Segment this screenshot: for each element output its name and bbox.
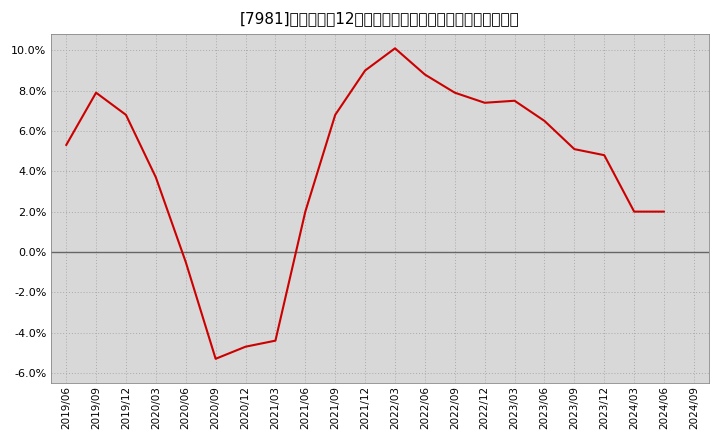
Title: [7981]　売上高の12か月移動合計の対前年同期増減率の推移: [7981] 売上高の12か月移動合計の対前年同期増減率の推移 [240, 11, 520, 26]
